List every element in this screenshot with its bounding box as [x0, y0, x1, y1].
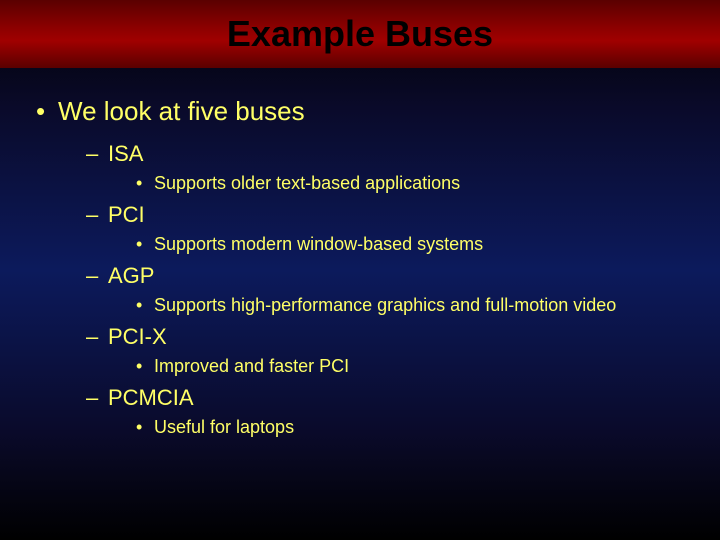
bus-name: PCMCIA: [30, 385, 690, 411]
title-bar: Example Buses: [0, 0, 720, 68]
bus-name: PCI: [30, 202, 690, 228]
bus-name: AGP: [30, 263, 690, 289]
bus-desc: Supports modern window-based systems: [30, 234, 690, 255]
bus-name: ISA: [30, 141, 690, 167]
bus-desc: Supports older text-based applications: [30, 173, 690, 194]
intro-bullet: We look at five buses: [30, 96, 690, 127]
bus-desc: Useful for laptops: [30, 417, 690, 438]
bus-name: PCI-X: [30, 324, 690, 350]
slide-title: Example Buses: [227, 13, 493, 55]
slide-content: We look at five buses ISA Supports older…: [0, 68, 720, 438]
bus-desc: Improved and faster PCI: [30, 356, 690, 377]
bus-desc: Supports high-performance graphics and f…: [30, 295, 690, 316]
